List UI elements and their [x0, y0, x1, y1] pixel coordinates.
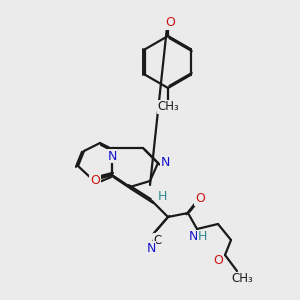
Text: O: O — [213, 254, 223, 266]
Text: N: N — [107, 149, 117, 163]
Text: CH₃: CH₃ — [157, 100, 179, 113]
Text: N: N — [146, 242, 156, 254]
Text: O: O — [165, 16, 175, 29]
Text: H: H — [157, 190, 167, 203]
Text: O: O — [195, 193, 205, 206]
Text: N: N — [188, 230, 198, 244]
Text: N: N — [160, 157, 170, 169]
Text: H: H — [197, 230, 207, 244]
Text: CH₃: CH₃ — [231, 272, 253, 286]
Text: O: O — [90, 173, 100, 187]
Text: C: C — [154, 233, 162, 247]
